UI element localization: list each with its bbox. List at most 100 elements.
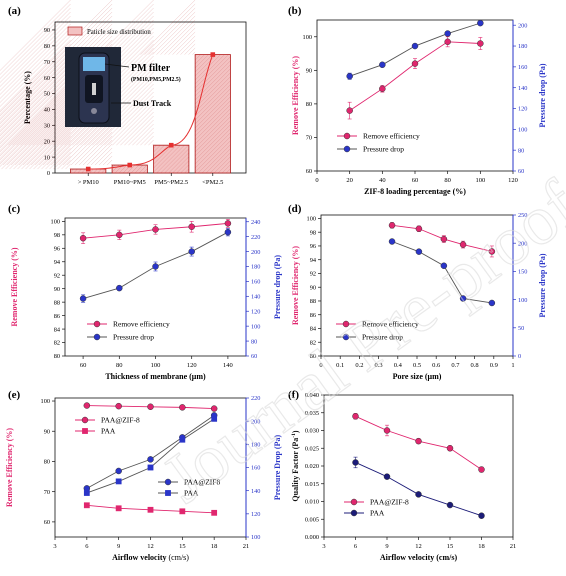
bar-hatch bbox=[0, 0, 113, 113]
bar-hatch bbox=[202, 144, 231, 174]
callout-line bbox=[104, 63, 130, 68]
y-tick-label: 84 bbox=[54, 326, 61, 333]
bar-hatch bbox=[139, 164, 148, 174]
bar-hatch bbox=[156, 145, 185, 174]
panel-label-c: (c) bbox=[8, 203, 21, 215]
bar-hatch bbox=[86, 139, 113, 166]
legend-entry: PAA@ZIF-8 bbox=[101, 416, 140, 425]
data-point bbox=[444, 30, 451, 37]
bar-hatch bbox=[140, 131, 154, 146]
bar-hatch bbox=[184, 43, 196, 55]
x-tick-label: 0.2 bbox=[355, 362, 363, 369]
pm-filter-device-photo bbox=[65, 47, 121, 127]
bar-hatch bbox=[210, 152, 231, 174]
x-tick-label: 9 bbox=[385, 543, 388, 550]
data-point bbox=[478, 466, 485, 473]
data-point bbox=[152, 263, 159, 270]
data-point bbox=[415, 248, 423, 255]
y-tick-label: 80 bbox=[44, 459, 50, 466]
bar-hatch bbox=[100, 91, 154, 146]
data-point bbox=[488, 299, 496, 307]
bar-hatch bbox=[112, 164, 120, 173]
y2-tick-label: 180 bbox=[251, 264, 260, 271]
x-tick-label: 60 bbox=[412, 177, 419, 184]
bar-hatch bbox=[37, 135, 71, 170]
data-point bbox=[211, 415, 218, 422]
bar-hatch bbox=[195, 124, 231, 161]
bar-hatch bbox=[116, 107, 154, 146]
bar-hatch bbox=[93, 168, 98, 174]
y-tick-label: 70 bbox=[44, 489, 50, 496]
bar-hatch bbox=[5, 103, 71, 170]
bar-hatch bbox=[195, 104, 231, 141]
bar-hatch bbox=[98, 151, 113, 166]
bar-hatch bbox=[0, 75, 71, 147]
y-axis-label: Remove Efficiency (%) bbox=[291, 246, 300, 325]
bar-hatch bbox=[195, 54, 217, 77]
bar-hatch bbox=[97, 168, 102, 174]
legend-marker bbox=[350, 498, 358, 506]
x-tick-label: 12 bbox=[147, 543, 154, 550]
bar-hatch bbox=[153, 145, 181, 173]
bar-hatch bbox=[184, 168, 189, 174]
bar-hatch bbox=[160, 145, 189, 174]
bar-hatch bbox=[0, 67, 71, 139]
bar-hatch bbox=[226, 168, 231, 174]
panel-label-a: (a) bbox=[8, 5, 21, 17]
bar-hatch bbox=[222, 164, 231, 174]
data-point bbox=[179, 508, 186, 515]
legend-entry: Pressure drop bbox=[113, 333, 154, 342]
x-tick-label: 9 bbox=[117, 543, 120, 550]
bar-hatch bbox=[106, 159, 113, 166]
y-tick-label: 92 bbox=[310, 271, 316, 278]
bar-hatch bbox=[152, 143, 154, 146]
data-point bbox=[116, 231, 123, 239]
y-tick-label: 96 bbox=[54, 245, 60, 252]
y-tick-label: 0.015 bbox=[305, 481, 319, 488]
y2-tick-label: 180 bbox=[251, 442, 260, 449]
bar-hatch bbox=[13, 111, 71, 170]
y-tick-label: 40 bbox=[44, 107, 50, 114]
y2-tick-label: 160 bbox=[251, 465, 260, 472]
bar-hatch bbox=[135, 164, 144, 174]
data-point bbox=[477, 40, 484, 47]
x-tick-label: 120 bbox=[187, 362, 197, 369]
bar-hatch bbox=[108, 99, 154, 146]
bar-hatch bbox=[0, 43, 71, 115]
bar-hatch bbox=[0, 39, 71, 111]
bar-hatch bbox=[70, 168, 74, 173]
bar-hatch bbox=[0, 3, 71, 75]
x-tick-label: 0 bbox=[319, 362, 322, 369]
y-tick-label: 70 bbox=[44, 59, 50, 66]
bar-hatch bbox=[188, 47, 196, 55]
data-point bbox=[79, 295, 87, 302]
data-point bbox=[478, 512, 485, 519]
bar-hatch bbox=[132, 123, 154, 146]
bar-hatch bbox=[29, 127, 71, 170]
bar-hatch bbox=[206, 148, 231, 174]
y-axis-label: Percentage (%) bbox=[23, 71, 32, 124]
x-tick-label: 0.6 bbox=[432, 362, 441, 369]
data-point bbox=[444, 38, 451, 46]
y-tick-label: 0.040 bbox=[305, 392, 319, 399]
bar-hatch bbox=[156, 15, 196, 55]
panel-c-frame bbox=[64, 217, 247, 357]
y2-tick-label: 100 bbox=[251, 323, 260, 330]
bar-hatch bbox=[74, 127, 113, 166]
y-tick-label: 86 bbox=[54, 313, 60, 320]
y2-tick-label: 240 bbox=[251, 219, 260, 226]
y-tick-label: 98 bbox=[54, 232, 60, 239]
y2-tick-label: 100 bbox=[518, 297, 527, 304]
y-axis-label: Remove Efficiency (%) bbox=[291, 56, 300, 135]
y-tick-label: 80 bbox=[54, 353, 60, 360]
y2-tick-label: 120 bbox=[518, 106, 527, 113]
bar-hatch bbox=[153, 145, 165, 157]
bar-hatch bbox=[176, 160, 189, 174]
inset-label-pm-filter-sub: (PM10,PM5,PM2.5) bbox=[131, 76, 181, 83]
panel-label-f: (f) bbox=[288, 389, 299, 401]
bar-hatch bbox=[192, 51, 196, 55]
panel-a-frame bbox=[54, 21, 247, 174]
y2-tick-label: 80 bbox=[518, 147, 524, 154]
series-line-b-0 bbox=[349, 41, 481, 111]
y-tick-label: 60 bbox=[44, 519, 50, 526]
